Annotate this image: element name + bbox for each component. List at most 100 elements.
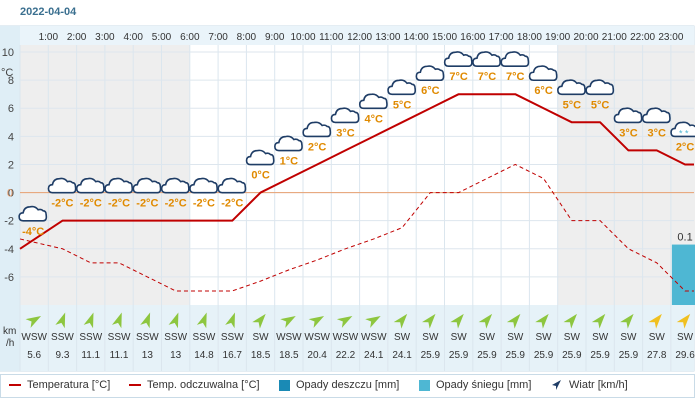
wind-speed-label: 18.5 <box>251 350 271 361</box>
wind-arrow-icon <box>196 312 207 329</box>
wind-arrow-icon <box>280 316 296 328</box>
wind-arrow-icon <box>308 316 325 328</box>
cloud-icon <box>330 107 360 124</box>
hour-header <box>20 26 694 45</box>
cloud-icon-shape <box>585 79 615 96</box>
temperature-label: 0°C <box>251 170 270 182</box>
legend-snow-swatch <box>419 379 430 391</box>
wind-speed-label: 22.2 <box>336 350 356 361</box>
wind-direction-label: SSW <box>79 332 102 343</box>
wind-arrow-icon <box>535 313 549 329</box>
wind-speed-label: 24.1 <box>392 350 412 361</box>
wind-arrow-shape <box>168 312 179 329</box>
cloud-icon <box>472 51 501 67</box>
cloud-icon-shape <box>330 107 360 124</box>
temperature-label: 6°C <box>534 85 553 97</box>
legend-temperature-swatch <box>9 384 21 386</box>
hour-label: 16:00 <box>460 32 485 43</box>
temperature-label: -2°C <box>165 198 187 210</box>
hour-label: 3:00 <box>95 32 115 43</box>
wind-direction-label: SW <box>252 332 269 343</box>
hour-label: 12:00 <box>347 32 372 43</box>
wind-arrow-shape <box>280 316 296 328</box>
wind-arrow-icon <box>506 313 521 329</box>
wind-arrow-shape <box>535 313 549 329</box>
cloud-icon-shape <box>443 51 473 67</box>
wind-unit-h: /h <box>6 338 14 349</box>
hour-label: 14:00 <box>404 32 429 43</box>
date-label: 2022-04-04 <box>20 6 77 18</box>
wind-direction-label: SW <box>620 332 637 343</box>
wind-arrow-shape <box>111 312 122 329</box>
hour-label: 2:00 <box>67 32 87 43</box>
cloud-icon <box>387 79 417 96</box>
wind-arrow-icon <box>25 316 42 328</box>
cloud-icon <box>274 135 303 152</box>
legend-rain-swatch <box>279 379 290 391</box>
cloud-icon <box>358 93 388 110</box>
cloud-icon-shape <box>274 135 303 152</box>
temperature-label: 4°C <box>365 113 384 125</box>
wind-arrow-shape <box>591 313 606 329</box>
hour-label: 9:00 <box>265 32 285 43</box>
wind-speed-label: 5.6 <box>27 350 41 361</box>
temperature-label: 1°C <box>280 156 299 168</box>
temperature-label: 5°C <box>393 99 412 111</box>
cloud-icon-shape <box>641 107 671 124</box>
wind-arrow-icon <box>478 313 493 329</box>
hour-label: 19:00 <box>545 32 570 43</box>
hour-label: 4:00 <box>123 32 143 43</box>
wind-direction-label: WSW <box>361 332 387 343</box>
temperature-label: 2°C <box>308 141 327 153</box>
temperature-series <box>19 93 694 250</box>
wind-arrow-shape <box>620 313 634 329</box>
wind-direction-label: WSW <box>276 332 302 343</box>
cloud-icon-shape <box>47 177 77 194</box>
wind-speed-label: 25.9 <box>534 350 554 361</box>
wind-direction-label: SW <box>535 332 552 343</box>
cloud-icon <box>160 177 190 194</box>
wind-arrow-icon <box>140 312 151 329</box>
y-tick-label: 8 <box>8 75 14 87</box>
hour-label: 1:00 <box>39 32 59 43</box>
cloud-icon-shape <box>160 177 190 194</box>
wind-arrow-shape <box>478 313 493 329</box>
hour-label: 21:00 <box>602 32 627 43</box>
wind-arrow-icon <box>252 313 266 329</box>
wind-panel <box>20 305 694 371</box>
hour-label: 8:00 <box>237 32 257 43</box>
temperature-label: -2°C <box>221 198 243 210</box>
wind-direction-label: SSW <box>108 332 131 343</box>
wind-arrow-icon <box>552 380 561 390</box>
temperature-label: 3°C <box>648 127 667 139</box>
legend-feels-like-label: Temp. odczuwalna [°C] <box>147 379 260 391</box>
temperature-label: -2°C <box>80 198 102 210</box>
wind-speed-label: 18.5 <box>279 350 299 361</box>
y-tick-label: -2 <box>4 216 14 228</box>
y-tick-label: 10 <box>2 47 14 59</box>
legend-temperature: Temperatura [°C] <box>9 379 110 391</box>
cloud-icon-shape <box>557 79 586 96</box>
wind-speed-label: 27.8 <box>647 350 667 361</box>
wind-arrow-icon <box>336 316 353 328</box>
cloud-icon <box>302 121 332 138</box>
cloud-icon-shape <box>245 149 275 166</box>
y-axis-strip <box>0 26 20 371</box>
wind-arrow-shape <box>225 312 235 329</box>
y-tick-label: 2 <box>8 159 14 171</box>
cloud-icon-shape <box>75 177 105 194</box>
wind-speed-label: 24.1 <box>364 350 384 361</box>
cloud-icon-shape <box>670 121 695 138</box>
wind-speed-label: 25.9 <box>421 350 441 361</box>
cloud-icon <box>613 107 643 124</box>
wind-arrow-shape <box>55 312 66 329</box>
cloud-icon-shape <box>104 177 134 194</box>
legend-feels-like-swatch <box>129 384 141 386</box>
wind-speed-label: 13 <box>142 350 154 361</box>
wind-arrow-shape <box>308 316 325 328</box>
wind-arrow-shape <box>25 316 42 328</box>
legend-feels-like: Temp. odczuwalna [°C] <box>129 379 260 391</box>
wind-arrow-shape <box>83 312 94 329</box>
hour-label: 7:00 <box>208 32 228 43</box>
